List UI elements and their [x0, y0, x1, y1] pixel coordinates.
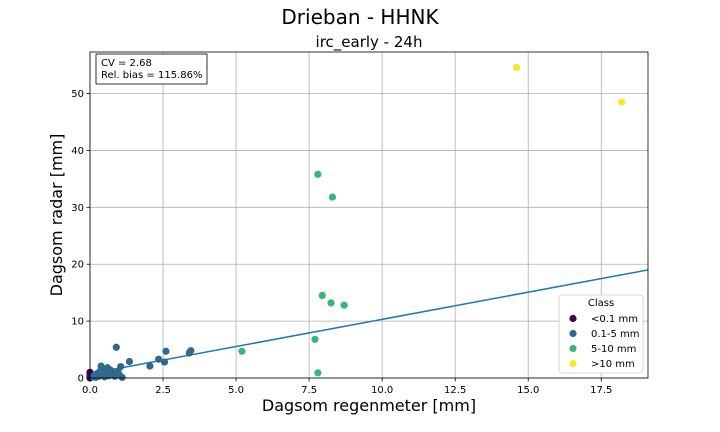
stats-annotation: CV = 2.68 Rel. bias = 115.86%: [95, 53, 208, 85]
y-axis-label: Dagsom radar [mm]: [47, 134, 66, 297]
data-point: [318, 291, 326, 300]
stats-annotation-box: [95, 53, 208, 85]
data-point: [146, 362, 154, 370]
y-tick-label: 40: [71, 146, 84, 157]
x-tick-label: 7.5: [301, 385, 317, 396]
data-point: [314, 369, 322, 377]
data-point: [162, 347, 170, 355]
x-axis-ticks: 0.0 2.5 5.0 7.5 10.0 12.5 15.0 17.5: [82, 378, 612, 396]
y-tick-label: 0: [78, 374, 84, 385]
data-point: [112, 343, 120, 351]
legend-marker: [569, 359, 577, 368]
y-tick-label: 30: [71, 203, 84, 214]
rel-bias-text: Rel. bias = 115.86%: [101, 70, 202, 81]
x-tick-label: 0.0: [82, 385, 98, 396]
scatter-points: [86, 63, 626, 382]
fit-line: [89, 269, 649, 375]
legend-label: >10 mm: [591, 359, 635, 370]
chart-title: irc_early - 24h: [316, 33, 423, 52]
data-point: [118, 373, 126, 382]
grid-lines: [89, 52, 648, 379]
legend-marker: [569, 314, 577, 323]
x-tick-label: 5.0: [228, 385, 244, 396]
y-tick-label: 50: [71, 89, 84, 100]
y-tick-label: 10: [71, 317, 84, 328]
chart-suptitle: Drieban - HHNK: [281, 5, 439, 29]
legend-marker: [569, 344, 577, 353]
y-axis-ticks: 0 10 20 30 40 50: [71, 89, 90, 385]
x-tick-label: 2.5: [155, 385, 171, 396]
data-point: [328, 193, 337, 201]
plot-frame: [89, 51, 649, 379]
data-point: [311, 335, 319, 343]
data-point: [160, 358, 169, 366]
legend-title: Class: [588, 298, 614, 309]
x-axis-label: Dagsom regenmeter [mm]: [262, 396, 476, 415]
y-tick-label: 20: [71, 260, 84, 271]
data-point: [125, 357, 134, 366]
data-point: [187, 347, 195, 355]
legend-label: 0.1-5 mm: [591, 329, 640, 340]
data-point: [238, 347, 246, 355]
legend-label: <0.1 mm: [591, 314, 638, 325]
legend: Class <0.1 mm 0.1-5 mm 5-10 mm >10 mm: [558, 294, 644, 374]
x-tick-label: 15.0: [517, 385, 539, 396]
legend-label: 5-10 mm: [591, 344, 636, 355]
data-point: [618, 98, 626, 106]
fit-line-group: [89, 269, 649, 375]
data-point: [117, 363, 125, 371]
x-tick-label: 12.5: [444, 385, 466, 396]
data-point: [512, 63, 521, 71]
data-point: [340, 301, 348, 309]
data-point: [155, 355, 163, 363]
x-tick-label: 10.0: [371, 385, 393, 396]
data-point: [327, 299, 335, 307]
data-point: [314, 170, 322, 178]
legend-box: [558, 294, 644, 374]
legend-marker: [569, 329, 577, 338]
cv-text: CV = 2.68: [101, 58, 152, 69]
x-tick-label: 17.5: [590, 385, 612, 396]
